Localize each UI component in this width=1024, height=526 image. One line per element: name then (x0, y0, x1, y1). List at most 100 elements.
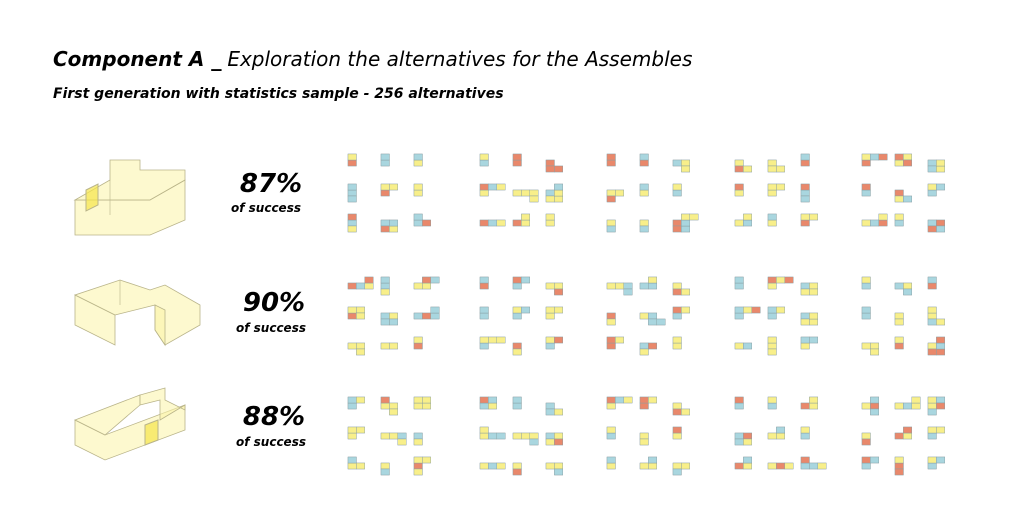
cell (767, 348, 777, 356)
cell (894, 213, 904, 221)
alternative (672, 336, 682, 350)
cell (430, 312, 440, 320)
cell (861, 342, 871, 350)
alternative (861, 276, 871, 290)
cell (681, 288, 691, 296)
cell (648, 396, 658, 404)
cell (488, 183, 497, 191)
cell (413, 456, 423, 464)
cell (380, 282, 390, 290)
cell (681, 225, 691, 233)
cell (380, 276, 390, 284)
alternative (800, 153, 810, 167)
cell (927, 165, 937, 173)
cell (894, 342, 904, 350)
cell (512, 189, 522, 197)
cell (800, 183, 810, 191)
cell (479, 312, 489, 320)
cell (936, 342, 946, 350)
cell (356, 312, 365, 320)
alternative (894, 396, 921, 410)
cell (479, 342, 489, 350)
alternative (927, 183, 946, 197)
alternative (639, 219, 649, 233)
cell (422, 219, 431, 227)
cell (347, 189, 357, 197)
alternative (347, 306, 365, 320)
cell (734, 282, 744, 290)
cell (347, 183, 357, 191)
cell (903, 195, 913, 203)
alternative (479, 426, 506, 440)
cell (364, 282, 374, 290)
cell (380, 468, 390, 476)
cell (903, 159, 913, 167)
cell (389, 408, 398, 416)
cell (380, 288, 390, 296)
cell (767, 159, 777, 167)
alternative (606, 456, 616, 470)
cell (656, 318, 666, 326)
alternative (545, 282, 564, 296)
cell (743, 213, 753, 221)
cell (743, 432, 753, 440)
cell (927, 276, 937, 284)
cell (800, 312, 810, 320)
cell (927, 426, 937, 434)
cell (639, 396, 649, 404)
success-percent: 90% (243, 288, 305, 318)
alternative (767, 396, 777, 410)
cell (606, 153, 616, 161)
cell (672, 189, 682, 197)
cell (903, 153, 913, 161)
cell (809, 402, 819, 410)
cell (545, 213, 555, 221)
cell (927, 456, 937, 464)
cell (413, 432, 423, 440)
cell (639, 432, 649, 440)
cell (861, 432, 871, 440)
cell (927, 396, 937, 404)
cell (479, 219, 489, 227)
cell (936, 225, 946, 233)
cell (870, 402, 880, 410)
cell (545, 342, 555, 350)
cell (380, 189, 390, 197)
alternative (512, 306, 531, 320)
cell (606, 456, 616, 464)
cell (800, 402, 810, 410)
cell (347, 312, 357, 320)
cell (734, 312, 744, 320)
cell (870, 456, 880, 464)
success-percent: 88% (243, 402, 305, 432)
cell (389, 225, 398, 233)
cell (413, 183, 423, 191)
cell (672, 336, 682, 344)
cell (521, 189, 531, 197)
cell (413, 189, 423, 197)
cell (422, 396, 431, 404)
cell (672, 402, 682, 410)
alternative (545, 462, 564, 476)
cell (606, 159, 616, 167)
cell (927, 318, 937, 326)
alternative (861, 183, 871, 197)
cell (554, 288, 564, 296)
cell (606, 336, 616, 344)
cell (894, 195, 904, 203)
cell (767, 462, 777, 470)
cell (927, 282, 937, 290)
alternative (380, 342, 398, 350)
alternative (894, 213, 904, 227)
cell (347, 396, 357, 404)
title-bold: Component A _ (53, 47, 222, 71)
alternative (734, 159, 753, 173)
cell (554, 183, 564, 191)
alternative (894, 336, 904, 350)
alternative (347, 426, 365, 440)
alternative (347, 456, 365, 470)
cell (479, 462, 489, 470)
cell (413, 438, 423, 446)
cell (734, 342, 744, 350)
alternative (347, 342, 365, 356)
